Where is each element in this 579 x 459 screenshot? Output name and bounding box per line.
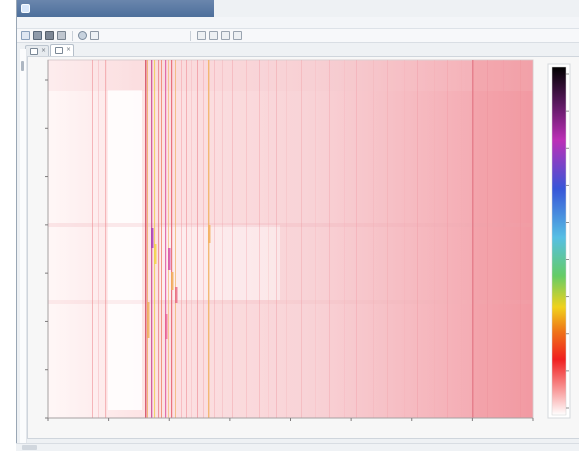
heatmap-stripe [171,60,173,418]
heatmap-stripe [487,60,488,418]
toolbar-separator [72,31,73,41]
heatmap-stripe [259,60,260,418]
heatmap-stripe [276,60,277,418]
left-ruler [20,49,27,445]
heatmap-stripe [181,60,182,418]
heatmap-stripe [434,60,435,418]
heatmap-stripe [503,60,504,418]
heatmap-stripe [214,60,215,418]
heatmap-stripe [373,60,374,418]
heatmap-stripe [92,60,93,418]
heatmap-stripe [387,60,388,418]
toolbar [17,29,579,43]
heatmap-stripe [165,60,167,418]
heatmap-stripe [268,60,269,418]
app-icon [21,4,30,13]
heatmap-stripe [286,60,287,418]
heatmap-hotspot [171,272,174,290]
heatmap-stripe [404,60,405,418]
heatmap-stripe [222,60,223,418]
heatmap-stripe [98,60,99,418]
cursor-icon[interactable] [90,31,99,40]
heatmap-stripe [197,60,198,418]
colorbar [551,66,567,416]
heatmap-stripe [447,60,448,418]
menu-bar [17,17,579,29]
line-icon[interactable] [197,31,206,40]
y-axis-ticks [45,79,48,419]
heatmap-stripe [175,60,176,418]
right-shade [472,60,533,418]
status-bar [16,443,579,451]
save-icon[interactable] [45,31,54,40]
heatmap-hotspot [154,244,157,264]
document-tabs: × × [25,43,75,56]
options-icon[interactable] [233,31,242,40]
heatmap-stripe [301,60,302,418]
heatmap-stripe [356,60,357,418]
heatmap-stripe [344,60,345,418]
heatmap-stripe [329,60,330,418]
heatmap-hotspot [165,314,168,339]
heatmap-hotspot [168,248,171,270]
heatmap-stripe [154,60,156,418]
heatmap-hotspot [208,225,211,243]
horizontal-band [48,223,533,227]
ruler-marker [21,61,24,71]
heatmap-stripe [161,60,162,418]
heatmap-stripes [92,60,521,418]
close-icon[interactable]: × [40,47,46,54]
export-icon[interactable] [221,31,230,40]
heatmap-stripe [232,60,233,418]
new-icon[interactable] [21,31,30,40]
settings-icon[interactable] [209,31,218,40]
window-titlebar[interactable] [17,0,214,17]
heatmap-stripe [168,60,169,418]
heatmap-stripe [315,60,316,418]
document-icon [55,47,63,54]
bright-region [108,90,142,410]
heatmap-stripe [203,60,204,418]
close-icon[interactable]: × [65,46,71,53]
heatmap-hotspot [175,287,178,303]
heatmap-stripe [105,60,107,418]
document-icon [30,48,38,55]
heatmap-hotspot [151,228,154,248]
heatmap-stripe [186,60,187,418]
open-icon[interactable] [33,31,42,40]
bright-region [160,225,280,300]
heatmap-stripe [158,60,160,418]
upper-band [48,60,533,91]
toolbar-separator [190,31,191,41]
tab-document-2[interactable]: × [50,44,74,56]
heatmap-texture [48,60,533,418]
heatmap-stripe [472,60,474,418]
heatmap-stripe [145,60,147,418]
heatmap-stripe [520,60,521,418]
status-indicator [22,445,37,450]
heatmap-stripe [417,60,418,418]
zoom-icon[interactable] [78,31,87,40]
colorbar-ticks [566,73,569,409]
heatmap-hotspot [147,302,150,338]
heatmap-stripe [191,60,192,418]
horizontal-band [48,300,533,304]
heatmap-stripe [246,60,247,418]
print-icon[interactable] [57,31,66,40]
heatmap-stripe [147,60,148,418]
heatmap-stripe [461,60,462,418]
